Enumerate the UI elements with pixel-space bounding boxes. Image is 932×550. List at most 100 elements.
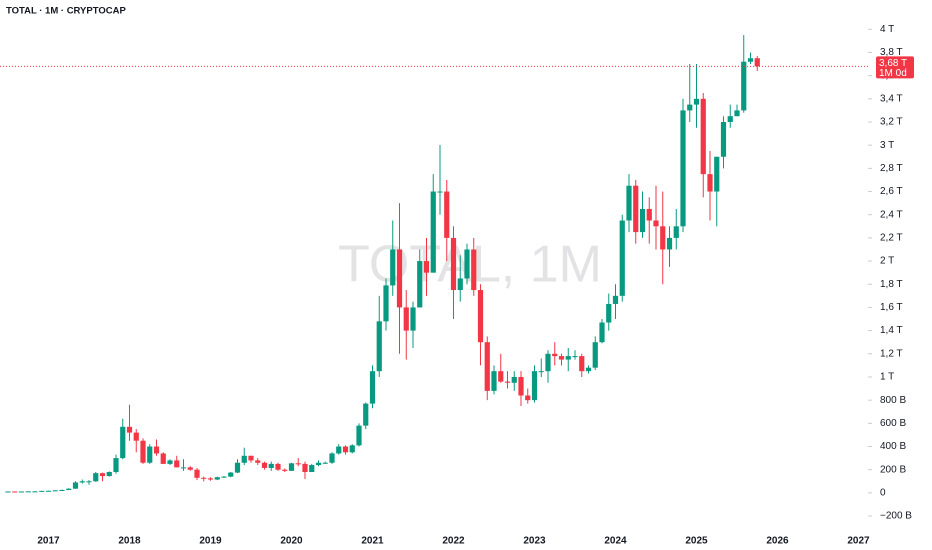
candle-body bbox=[734, 110, 740, 117]
candle-body bbox=[336, 446, 342, 454]
candle-body bbox=[444, 191, 450, 238]
candle-body bbox=[531, 371, 538, 401]
candle-body bbox=[106, 472, 112, 477]
y-tick-label: 2,4 T bbox=[880, 209, 903, 220]
candle-body bbox=[241, 455, 247, 463]
y-tick-label: 600 B bbox=[880, 418, 906, 429]
candle-body bbox=[552, 353, 558, 357]
y-tick-label: 1 T bbox=[880, 372, 894, 383]
candle-body bbox=[545, 353, 551, 372]
candle-body bbox=[666, 237, 673, 250]
candle-body bbox=[720, 121, 727, 157]
candle-body bbox=[437, 191, 443, 193]
candle-body bbox=[214, 477, 220, 480]
candle-body bbox=[140, 440, 146, 463]
x-tick-label: 2026 bbox=[766, 536, 789, 547]
candle-body bbox=[484, 342, 490, 391]
candle-body bbox=[25, 491, 31, 493]
candle-body bbox=[417, 261, 423, 308]
candle-body bbox=[194, 469, 200, 478]
candle-body bbox=[396, 249, 403, 308]
candle-body bbox=[79, 481, 85, 483]
candle-body bbox=[518, 376, 524, 396]
candle-body bbox=[707, 174, 713, 192]
candle-body bbox=[147, 446, 153, 463]
candle-body bbox=[315, 462, 322, 466]
candle-body bbox=[477, 290, 484, 343]
candle-body bbox=[18, 491, 25, 493]
candle-body bbox=[592, 342, 598, 368]
y-tick-label: 2,6 T bbox=[880, 186, 903, 197]
candle-body bbox=[599, 322, 605, 343]
candle-body bbox=[653, 220, 659, 227]
x-tick-label: 2027 bbox=[847, 536, 870, 547]
candle-body bbox=[471, 249, 477, 291]
candle-body bbox=[342, 446, 349, 453]
candle-body bbox=[120, 426, 126, 459]
y-tick-label: 2,8 T bbox=[880, 163, 903, 174]
candle-body bbox=[606, 303, 612, 323]
candle-body bbox=[329, 453, 335, 463]
candle-body bbox=[5, 491, 11, 493]
candle-body bbox=[93, 473, 99, 482]
candle-body bbox=[680, 110, 686, 227]
candle-body bbox=[579, 356, 585, 372]
y-tick-label: 4 T bbox=[880, 24, 894, 35]
x-tick-label: 2024 bbox=[604, 536, 627, 547]
candle-body bbox=[660, 226, 666, 250]
candle-body bbox=[228, 472, 234, 477]
candle-body bbox=[754, 58, 760, 67]
countdown-label: 1M 0d bbox=[879, 68, 907, 79]
candle-body bbox=[423, 261, 430, 273]
candle-body bbox=[383, 285, 389, 322]
candle-body bbox=[59, 489, 65, 491]
candle-body bbox=[410, 307, 416, 331]
candle-body bbox=[322, 462, 328, 464]
candle-body bbox=[282, 469, 288, 471]
y-tick-label: 3,4 T bbox=[880, 93, 903, 104]
candle-body bbox=[491, 371, 497, 391]
candle-body bbox=[464, 249, 470, 279]
y-tick-label: 200 B bbox=[880, 464, 906, 475]
candle-body bbox=[167, 460, 173, 464]
candle-body bbox=[525, 395, 531, 401]
candle-body bbox=[741, 61, 747, 111]
x-tick-label: 2021 bbox=[361, 536, 384, 547]
candle-body bbox=[403, 307, 409, 331]
candle-body bbox=[86, 481, 92, 483]
y-tick-label: 1,4 T bbox=[880, 325, 903, 336]
y-tick-label: 1,8 T bbox=[880, 279, 903, 290]
candle-body bbox=[295, 463, 301, 465]
candle-body bbox=[747, 58, 754, 62]
x-tick-label: 2020 bbox=[280, 536, 303, 547]
y-tick-label: 3,2 T bbox=[880, 117, 903, 128]
candle-body bbox=[234, 462, 241, 473]
candle-body bbox=[714, 156, 720, 192]
candle-body bbox=[572, 356, 578, 358]
candle-body bbox=[646, 208, 652, 221]
candle-body bbox=[511, 376, 517, 383]
candle-body bbox=[268, 463, 274, 468]
candle-body bbox=[261, 462, 268, 468]
candle-body bbox=[376, 321, 382, 372]
watermark: TOTAL, 1M bbox=[338, 236, 602, 294]
x-tick-label: 2022 bbox=[442, 536, 465, 547]
candle-body bbox=[390, 249, 396, 286]
y-tick-label: 3 T bbox=[880, 140, 894, 151]
candle-body bbox=[565, 356, 571, 360]
candle-body bbox=[626, 185, 632, 221]
candle-body bbox=[32, 491, 38, 493]
candle-body bbox=[275, 463, 281, 470]
candle-body bbox=[558, 356, 565, 360]
candle-body bbox=[356, 425, 362, 446]
candle-body bbox=[288, 463, 295, 471]
candle-body bbox=[180, 467, 187, 469]
last-price-box bbox=[876, 56, 914, 79]
y-tick-label: 800 B bbox=[880, 395, 906, 406]
candle-body bbox=[39, 490, 45, 492]
candle-body bbox=[457, 278, 463, 291]
candle-body bbox=[430, 191, 436, 273]
candle-body bbox=[369, 371, 376, 404]
candle-body bbox=[187, 467, 193, 470]
candle-body bbox=[160, 453, 166, 464]
